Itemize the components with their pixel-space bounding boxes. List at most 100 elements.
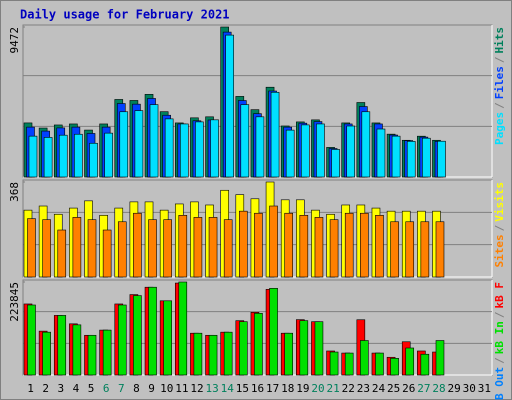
x-tick-label: 21 xyxy=(327,382,340,395)
legend: kB Out / kB In / kB F xyxy=(493,282,506,400)
x-tick-label: 6 xyxy=(103,382,110,395)
bar xyxy=(285,129,295,178)
legend-entry: kB F xyxy=(493,282,506,309)
bar xyxy=(89,142,98,178)
x-tick-label: 17 xyxy=(266,382,279,395)
bar xyxy=(74,133,83,178)
x-tick-label: 27 xyxy=(417,382,430,395)
bar xyxy=(435,221,445,278)
legend-entry: kB Out xyxy=(493,367,506,400)
bar xyxy=(360,340,369,376)
bar xyxy=(178,215,188,278)
bar xyxy=(254,313,263,376)
bar xyxy=(178,281,188,376)
bar xyxy=(210,119,219,178)
bar xyxy=(361,111,371,178)
bar xyxy=(405,347,415,376)
bar xyxy=(331,149,340,178)
bar xyxy=(57,229,67,278)
bar xyxy=(391,135,401,178)
bar xyxy=(148,286,157,376)
legend-separator: / xyxy=(493,311,506,318)
x-tick-label: 23 xyxy=(357,382,370,395)
bar xyxy=(255,116,265,178)
x-tick-label: 20 xyxy=(311,382,324,395)
bar xyxy=(87,219,97,278)
bar xyxy=(254,212,263,278)
legend-separator: / xyxy=(493,224,506,231)
bar xyxy=(27,304,36,376)
bar xyxy=(360,212,369,278)
x-tick-label: 14 xyxy=(221,382,235,395)
bar xyxy=(240,104,250,178)
bar xyxy=(117,304,127,376)
bar xyxy=(329,351,339,376)
x-tick-label: 16 xyxy=(251,382,264,395)
bar xyxy=(28,135,38,178)
x-tick-label: 19 xyxy=(296,382,309,395)
bar xyxy=(299,215,309,278)
x-tick-label: 18 xyxy=(281,382,294,395)
bar xyxy=(284,332,293,376)
legend-entry: Visits xyxy=(493,182,506,222)
bar xyxy=(164,118,174,178)
bar xyxy=(390,221,399,278)
bar xyxy=(163,300,172,376)
bar xyxy=(223,219,233,278)
bar xyxy=(316,123,325,178)
bar xyxy=(437,140,446,178)
bar xyxy=(149,104,159,178)
legend: Pages / Files / Hits xyxy=(493,27,506,145)
x-tick-label: 13 xyxy=(205,382,218,395)
bar xyxy=(239,321,248,376)
bar xyxy=(269,287,278,376)
x-tick-label: 11 xyxy=(175,382,188,395)
bar xyxy=(376,128,386,178)
legend-entry: Hits xyxy=(493,27,506,54)
bar xyxy=(72,217,82,278)
x-tick-label: 15 xyxy=(236,382,249,395)
legend-entry: Sites xyxy=(493,234,506,267)
bar xyxy=(344,212,354,278)
legend: Sites / Visits xyxy=(493,182,506,268)
bar xyxy=(133,212,142,278)
y-tick-label: 223845 xyxy=(8,282,21,322)
bar xyxy=(239,210,248,278)
x-tick-label: 3 xyxy=(58,382,65,395)
x-tick-label: 5 xyxy=(88,382,95,395)
bar xyxy=(134,110,144,178)
bar xyxy=(314,321,324,376)
bar xyxy=(301,124,310,178)
x-tick-label: 26 xyxy=(402,382,415,395)
y-tick-label: 368 xyxy=(8,182,21,202)
bar xyxy=(346,125,356,178)
legend-separator: / xyxy=(493,102,506,109)
bar xyxy=(57,315,67,376)
x-tick-label: 2 xyxy=(42,382,49,395)
legend-separator: / xyxy=(493,56,506,63)
bar xyxy=(102,329,112,376)
x-tick-label: 9 xyxy=(148,382,155,395)
x-tick-label: 25 xyxy=(387,382,400,395)
bar xyxy=(314,217,324,278)
bar xyxy=(406,141,416,178)
bar xyxy=(119,111,129,178)
bar xyxy=(163,219,172,278)
x-tick-label: 8 xyxy=(133,382,140,395)
legend-entry: Files xyxy=(493,66,506,99)
bar xyxy=(43,137,53,178)
x-tick-label: 29 xyxy=(448,382,461,395)
bar xyxy=(420,221,430,278)
bar xyxy=(193,217,203,278)
bar xyxy=(435,340,445,376)
bar xyxy=(102,229,112,278)
bar xyxy=(193,332,203,376)
bar xyxy=(375,352,384,376)
x-tick-label: 10 xyxy=(160,382,173,395)
x-tick-label: 24 xyxy=(372,382,386,395)
bar xyxy=(133,295,142,376)
chart-title: Daily usage for February 2021 xyxy=(20,8,230,22)
x-tick-label: 28 xyxy=(432,382,445,395)
x-tick-label: 7 xyxy=(118,382,125,395)
bar xyxy=(270,91,280,178)
